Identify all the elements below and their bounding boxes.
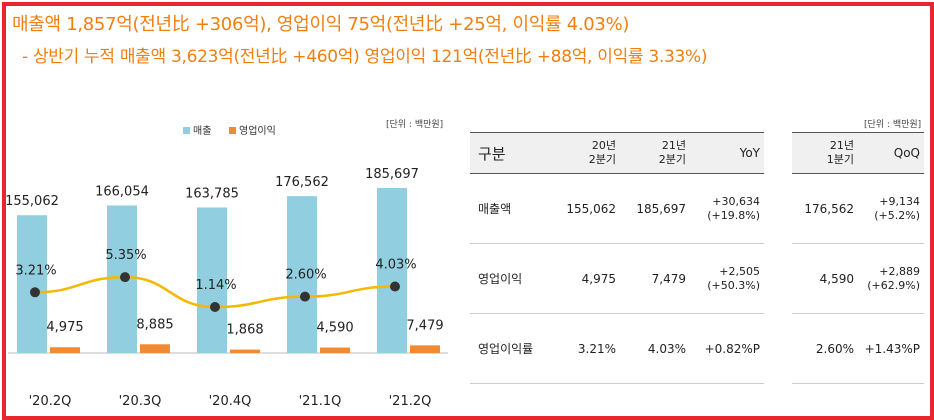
sales-value-label: 163,785 bbox=[185, 186, 239, 201]
qoq-table: 21년 1분기 QoQ 176,562 +9,134 (+5.2%) 4,590… bbox=[792, 132, 924, 384]
sales-profit-chart: 매출 영업이익 155,062 4,975 '20.2Q 166,054 8,885 '20.… bbox=[5, 124, 448, 409]
headline-primary: 매출액 1,857억(전년比 +306억), 영업이익 75억(전년比 +25억… bbox=[12, 14, 630, 35]
table-cell: +2,505 (+50.3%) bbox=[690, 243, 764, 314]
table-cell: +9,134 (+5.2%) bbox=[858, 173, 924, 244]
sales-value-label: 176,562 bbox=[275, 175, 329, 190]
table-row: 176,562 +9,134 (+5.2%) bbox=[792, 173, 924, 244]
margin-value-label: 3.21% bbox=[15, 263, 56, 278]
profit-value-label: 8,885 bbox=[136, 317, 173, 332]
table-cell: 176,562 bbox=[792, 173, 858, 244]
yoy-table: 구분 20년 2분기 21년 2분기 YoY 매출액 155,062 185,6… bbox=[470, 132, 764, 384]
x-tick-label: '21.2Q bbox=[389, 394, 432, 409]
margin-marker bbox=[390, 281, 400, 292]
table-cell: 2.60% bbox=[792, 313, 858, 384]
sales-value-label: 185,697 bbox=[365, 167, 419, 182]
table-row: 매출액 155,062 185,697 +30,634 (+19.8%) bbox=[470, 173, 764, 244]
sales-value-label: 155,062 bbox=[5, 194, 59, 209]
table-row: 영업이익률 3.21% 4.03% +0.82%P bbox=[470, 313, 764, 384]
profit-value-label: 4,975 bbox=[46, 320, 83, 335]
table-cell: +2,889 (+62.9%) bbox=[858, 243, 924, 314]
table-cell: 4,590 bbox=[792, 243, 858, 314]
sales-value-label: 166,054 bbox=[95, 184, 149, 199]
margin-marker bbox=[30, 287, 40, 298]
table-cell: 7,479 bbox=[620, 243, 690, 314]
margin-value-label: 1.14% bbox=[195, 278, 236, 293]
sales-bar bbox=[377, 188, 407, 353]
margin-value-label: 4.03% bbox=[375, 257, 416, 272]
header-21-1q: 21년 1분기 bbox=[792, 132, 858, 174]
margin-marker bbox=[210, 302, 220, 312]
headline-secondary: - 상반기 누적 매출액 3,623억(전년比 +460억) 영업이익 121억… bbox=[22, 47, 708, 67]
legend-label-profit: 영업이익 bbox=[239, 124, 276, 137]
header-qoq: QoQ bbox=[858, 132, 924, 174]
row-label: 매출액 bbox=[470, 173, 546, 244]
x-tick-label: '20.2Q bbox=[29, 394, 72, 409]
row-label: 영업이익률 bbox=[470, 313, 546, 384]
profit-value-label: 7,479 bbox=[406, 318, 443, 333]
header-yoy: YoY bbox=[690, 132, 764, 174]
table-row: 영업이익 4,975 7,479 +2,505 (+50.3%) bbox=[470, 243, 764, 314]
profit-value-label: 1,868 bbox=[226, 323, 263, 338]
profit-bar bbox=[320, 347, 350, 353]
profit-bar bbox=[230, 349, 260, 353]
profit-bar bbox=[410, 345, 440, 353]
table-row: 4,590 +2,889 (+62.9%) bbox=[792, 243, 924, 314]
header-category: 구분 bbox=[470, 132, 546, 174]
sales-bar bbox=[17, 215, 47, 353]
table-unit-label: [단위 : 백만원] bbox=[864, 120, 922, 130]
chart-unit-label: [단위 : 백만원] bbox=[386, 120, 444, 130]
x-tick-label: '21.1Q bbox=[299, 394, 342, 409]
sales-bar bbox=[197, 207, 227, 353]
table-cell: 155,062 bbox=[546, 173, 620, 244]
margin-value-label: 5.35% bbox=[105, 248, 146, 263]
table-cell: +0.82%P bbox=[690, 313, 764, 384]
table-cell: 185,697 bbox=[620, 173, 690, 244]
margin-marker bbox=[120, 272, 130, 283]
table-cell: +30,634 (+19.8%) bbox=[690, 173, 764, 244]
profit-bar bbox=[50, 347, 80, 353]
profit-bar bbox=[140, 344, 170, 353]
header-21-2q: 21년 2분기 bbox=[620, 132, 690, 174]
margin-value-label: 2.60% bbox=[285, 268, 326, 283]
margin-marker bbox=[300, 291, 310, 302]
x-tick-label: '20.4Q bbox=[209, 394, 252, 409]
table-cell: 4.03% bbox=[620, 313, 690, 384]
header-20-2q: 20년 2분기 bbox=[546, 132, 620, 174]
x-tick-label: '20.3Q bbox=[119, 394, 162, 409]
table-cell: 3.21% bbox=[546, 313, 620, 384]
row-label: 영업이익 bbox=[470, 243, 546, 314]
sales-bar bbox=[287, 196, 317, 353]
legend-label-sales: 매출 bbox=[193, 125, 211, 137]
legend-swatch-sales bbox=[183, 127, 190, 134]
table-row: 2.60% +1.43%P bbox=[792, 313, 924, 384]
profit-value-label: 4,590 bbox=[316, 321, 353, 336]
table-cell: +1.43%P bbox=[858, 313, 924, 384]
legend-swatch-profit bbox=[229, 127, 236, 134]
table-cell: 4,975 bbox=[546, 243, 620, 314]
